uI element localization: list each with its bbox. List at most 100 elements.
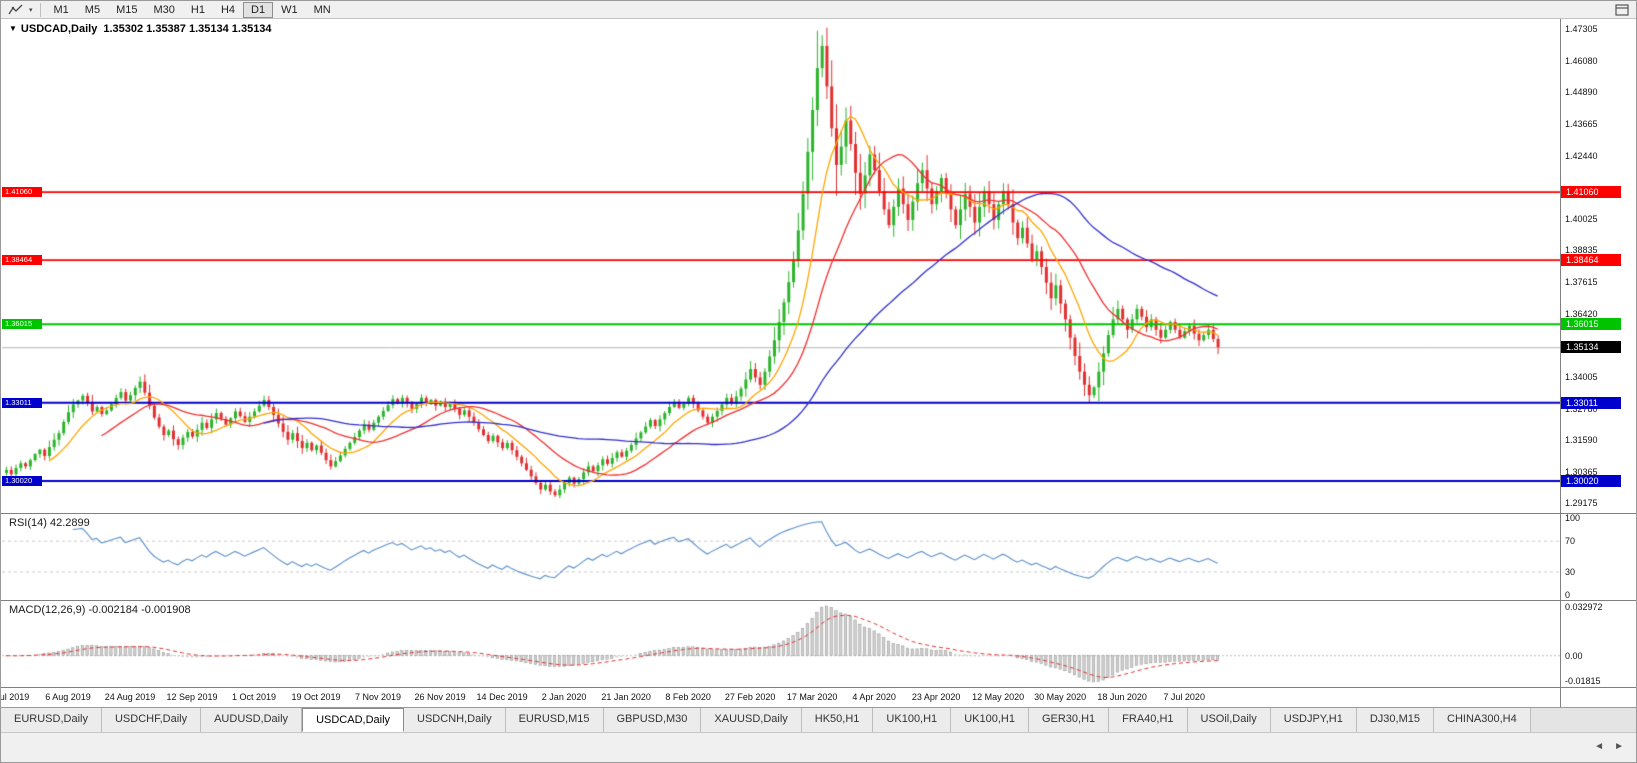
chart-tab-hk50-h1[interactable]: HK50,H1 — [801, 708, 874, 732]
symbol-marker-icon: ▼ — [9, 24, 17, 33]
date-label-4-Apr-2020: 4 Apr 2020 — [852, 692, 896, 702]
price-tick-1.47305: 1.47305 — [1565, 23, 1598, 34]
chart-window-icon[interactable] — [1612, 2, 1632, 18]
timeframe-button-m30[interactable]: M30 — [153, 3, 175, 16]
date-label-17-Mar-2020: 17 Mar 2020 — [786, 692, 838, 702]
date-label-18-Jun-2020: 18 Jun 2020 — [1097, 692, 1147, 702]
price-tick-1.46080: 1.46080 — [1565, 55, 1598, 66]
price-tick-1.31590: 1.31590 — [1565, 434, 1598, 445]
date-label-8-Feb-2020: 8 Feb 2020 — [665, 692, 711, 702]
chart-tab-eurusd-daily[interactable]: EURUSD,Daily — [1, 708, 102, 732]
chart-tab-uk100-h1[interactable]: UK100,H1 — [951, 708, 1029, 732]
rsi-level-70: 70 — [1565, 536, 1576, 547]
time-axis[interactable]: 18 Jul 2019 6 Aug 2019 24 Aug 2019 12 Sep 2… — [1, 688, 1560, 707]
date-label-30-May-2020: 30 May 2020 — [1034, 692, 1087, 702]
left-price-tag-1.36015: 1.36015 — [2, 319, 42, 330]
tab-scroll-right-button[interactable]: ► — [1614, 741, 1624, 752]
date-label-24-Aug-2019: 24 Aug 2019 — [104, 692, 156, 702]
price-tag-1.41060: 1.41060 — [1561, 186, 1621, 199]
date-label-23-Apr-2020: 23 Apr 2020 — [911, 692, 961, 702]
price-axis-separator — [1560, 19, 1561, 707]
chart-tab-eurusd-m15[interactable]: EURUSD,M15 — [505, 708, 604, 732]
rsi-level-0: 0 — [1565, 590, 1571, 600]
chart-symbol-label: USDCAD,Daily — [20, 23, 98, 35]
timeframe-button-m5[interactable]: M5 — [84, 3, 101, 16]
date-label-6-Aug-2019: 6 Aug 2019 — [45, 692, 91, 702]
drawing-tool-icon[interactable] — [5, 2, 27, 18]
rsi-panel-separator[interactable] — [1, 513, 1636, 514]
left-price-tag-1.33011: 1.33011 — [2, 397, 42, 408]
macd-indicator-label: MACD(12,26,9) -0.002184 -0.001908 — [9, 604, 191, 616]
chart-tab-usdcad-daily[interactable]: USDCAD,Daily — [302, 708, 405, 732]
chart-tab-usdjpy-h1[interactable]: USDJPY,H1 — [1270, 708, 1357, 732]
timeframe-button-w1[interactable]: W1 — [281, 3, 298, 16]
price-tick-1.36420: 1.36420 — [1565, 308, 1598, 319]
left-price-tag-1.38464: 1.38464 — [2, 255, 42, 266]
price-tick-1.44890: 1.44890 — [1565, 86, 1598, 97]
chart-tab-usdcnh-daily[interactable]: USDCNH,Daily — [404, 708, 506, 732]
chart-tab-gbpusd-m30[interactable]: GBPUSD,M30 — [603, 708, 702, 732]
price-tick-1.37615: 1.37615 — [1565, 277, 1598, 288]
macd-panel-separator[interactable] — [1, 600, 1636, 601]
price-tick-1.29175: 1.29175 — [1565, 498, 1598, 509]
rsi-canvas[interactable] — [2, 514, 1560, 599]
chart-tab-xauusd-daily[interactable]: XAUUSD,Daily — [701, 708, 802, 732]
macd-axis-min: -0.01815 — [1565, 676, 1601, 686]
rsi-indicator-label: RSI(14) 42.2899 — [9, 517, 90, 529]
timeframe-toolbar: ▾ M1 M5 M15 M30 H1 H4 D1 W1 MN — [1, 1, 1636, 19]
timeframe-button-m1[interactable]: M1 — [53, 3, 69, 16]
date-label-19-Oct-2019: 19 Oct 2019 — [291, 692, 341, 702]
chart-ohlc-title: ▼ USDCAD,Daily 1.35302 1.35387 1.35134 1.3… — [9, 23, 272, 35]
price-tick-1.43665: 1.43665 — [1565, 118, 1598, 129]
price-tag-1.33011: 1.33011 — [1561, 396, 1621, 409]
timeframe-button-m15[interactable]: M15 — [116, 3, 138, 16]
date-label-21-Jan-2020: 21 Jan 2020 — [601, 692, 651, 702]
price-tick-1.42440: 1.42440 — [1565, 151, 1598, 162]
date-label-12-Sep-2019: 12 Sep 2019 — [166, 692, 218, 702]
left-price-tag-1.41060: 1.41060 — [2, 187, 42, 198]
toolbar-separator — [39, 2, 41, 17]
date-label-26-Nov-2019: 26 Nov 2019 — [414, 692, 466, 702]
date-label-7-Jul-2020: 7 Jul 2020 — [1163, 692, 1205, 702]
price-tag-1.30020: 1.30020 — [1561, 475, 1621, 488]
chart-tab-usoil-daily[interactable]: USOil,Daily — [1187, 708, 1271, 732]
tab-scroll-left-button[interactable]: ◄ — [1594, 741, 1604, 752]
time-axis-separator — [1, 687, 1636, 688]
rsi-level-30: 30 — [1565, 566, 1576, 577]
chart-tab-bar: EURUSD,Daily USDCHF,Daily AUDUSD,Daily USDC… — [1, 707, 1636, 732]
chart-tab-fra40-h1[interactable]: FRA40,H1 — [1109, 708, 1188, 732]
timeframe-button-h4[interactable]: H4 — [220, 3, 236, 16]
date-label-1-Oct-2019: 1 Oct 2019 — [232, 692, 277, 702]
date-label-7-Nov-2019: 7 Nov 2019 — [355, 692, 402, 702]
chart-tab-uk100-h1[interactable]: UK100,H1 — [873, 708, 952, 732]
chart-ohlc-values: 1.35302 1.35387 1.35134 1.35134 — [103, 23, 272, 35]
date-label-12-May-2020: 12 May 2020 — [972, 692, 1025, 702]
price-tick-1.38835: 1.38835 — [1565, 245, 1598, 256]
macd-axis-zero: 0.00 — [1565, 650, 1583, 661]
chart-area: ▼ USDCAD,Daily 1.35302 1.35387 1.35134 1.3… — [1, 19, 1636, 707]
price-tag-1.38464: 1.38464 — [1561, 254, 1621, 267]
main-chart-canvas[interactable] — [2, 21, 1560, 513]
macd-axis-max: 0.032972 — [1565, 602, 1603, 612]
timeframe-button-h1[interactable]: H1 — [190, 3, 205, 16]
timeframe-buttons: M1 M5 M15 M30 H1 H4 D1 W1 MN — [46, 1, 339, 18]
chart-tab-audusd-daily[interactable]: AUDUSD,Daily — [201, 708, 303, 732]
date-label-18-Jul-2019: 18 Jul 2019 — [1, 692, 30, 702]
date-label-2-Jan-2020: 2 Jan 2020 — [541, 692, 587, 702]
timeframe-button-mn[interactable]: MN — [313, 3, 331, 16]
macd-canvas[interactable] — [2, 601, 1560, 687]
date-label-14-Dec-2019: 14 Dec 2019 — [476, 692, 528, 702]
left-price-tag-1.30020: 1.30020 — [2, 476, 42, 487]
price-tick-1.40025: 1.40025 — [1565, 214, 1598, 225]
timeframe-button-d1[interactable]: D1 — [243, 1, 274, 18]
chart-tab-china300-h4[interactable]: CHINA300,H4 — [1434, 708, 1531, 732]
price-tag-1.36015: 1.36015 — [1561, 318, 1621, 331]
drawing-tool-dropdown-icon[interactable]: ▾ — [29, 6, 33, 14]
chart-tab-dj30-m15[interactable]: DJ30,M15 — [1356, 708, 1434, 732]
rsi-level-100: 100 — [1565, 513, 1581, 523]
chart-tab-ger30-h1[interactable]: GER30,H1 — [1028, 708, 1110, 732]
price-tick-1.32780: 1.32780 — [1565, 403, 1598, 414]
chart-tab-usdchf-daily[interactable]: USDCHF,Daily — [101, 708, 202, 732]
bottom-strip: ◄ ► — [1, 732, 1636, 762]
